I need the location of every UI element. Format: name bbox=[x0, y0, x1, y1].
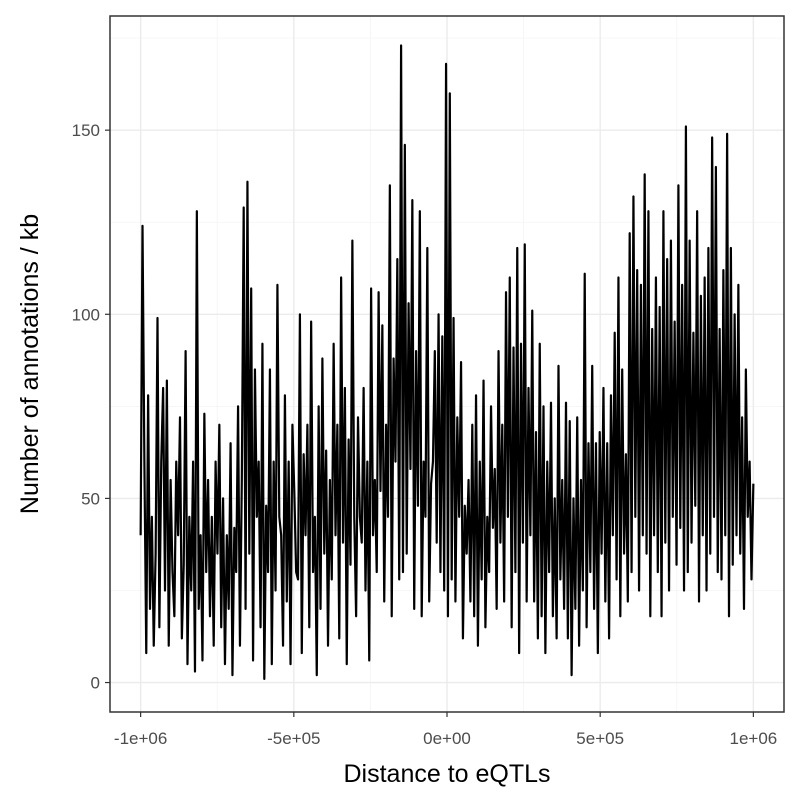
series-line bbox=[139, 44, 755, 680]
y-tick-label: 50 bbox=[81, 489, 100, 508]
x-tick-label: -5e+05 bbox=[267, 729, 320, 748]
y-tick-label: 150 bbox=[72, 121, 100, 140]
x-tick-label: -1e+06 bbox=[114, 729, 167, 748]
x-tick-label: 0e+00 bbox=[423, 729, 471, 748]
x-tick-label: 1e+06 bbox=[729, 729, 777, 748]
x-axis-title: Distance to eQTLs bbox=[343, 760, 550, 788]
x-tick-label: 5e+05 bbox=[576, 729, 624, 748]
x-axis: -1e+06 -5e+05 0e+00 5e+05 1e+06 bbox=[114, 712, 777, 748]
y-axis: 0 50 100 150 bbox=[72, 121, 110, 693]
y-tick-label: 100 bbox=[72, 305, 100, 324]
y-axis-title: Number of annotations / kb bbox=[16, 214, 44, 514]
y-tick-label: 0 bbox=[91, 674, 100, 693]
